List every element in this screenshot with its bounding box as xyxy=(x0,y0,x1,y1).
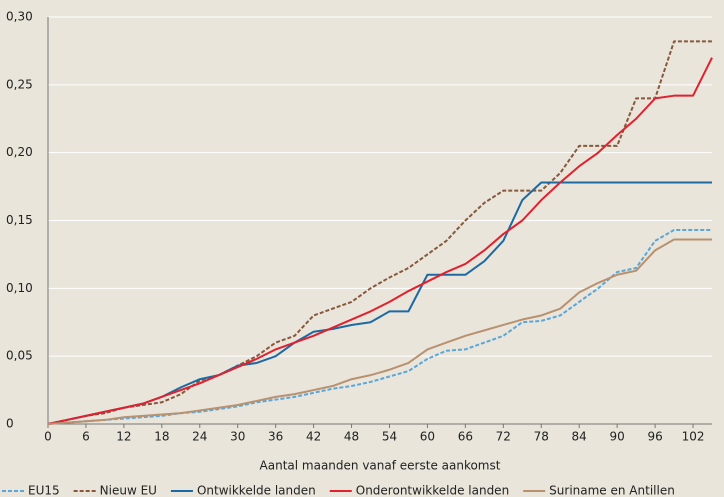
x-tick-label: 78 xyxy=(534,430,549,444)
series-line xyxy=(48,58,712,424)
x-tick-label: 60 xyxy=(420,430,435,444)
x-tick-label: 84 xyxy=(572,430,587,444)
x-tick-label: 66 xyxy=(458,430,473,444)
x-tick-label: 6 xyxy=(82,430,90,444)
legend-label: Ontwikkelde landen xyxy=(197,484,316,497)
y-tick-label: 0,15 xyxy=(6,213,33,227)
legend-label: EU15 xyxy=(28,484,60,497)
y-tick-label: 0,30 xyxy=(6,10,33,24)
legend-label: Suriname en Antillen xyxy=(549,484,675,497)
y-tick-label: 0,25 xyxy=(6,77,33,91)
y-tick-label: 0,20 xyxy=(6,145,33,159)
x-axis-label: Aantal maanden vanaf eerste aankomst xyxy=(260,459,501,473)
series-line xyxy=(48,239,712,424)
series-line xyxy=(48,183,712,424)
page: {"chart_data": {"type": "line", "x_label… xyxy=(0,0,724,497)
x-tick-label: 96 xyxy=(647,430,662,444)
series-line xyxy=(48,41,712,424)
x-tick-label: 90 xyxy=(610,430,625,444)
x-tick-label: 42 xyxy=(306,430,321,444)
x-tick-label: 72 xyxy=(496,430,511,444)
x-tick-label: 12 xyxy=(116,430,131,444)
x-tick-label: 24 xyxy=(192,430,207,444)
x-tick-label: 36 xyxy=(268,430,283,444)
legend-label: Onderontwikkelde landen xyxy=(356,484,509,497)
x-tick-label: 48 xyxy=(344,430,359,444)
y-tick-label: 0,10 xyxy=(6,281,33,295)
y-tick-label: 0 xyxy=(6,417,14,431)
legend-label: Nieuw EU xyxy=(100,484,157,497)
x-tick-label: 30 xyxy=(230,430,245,444)
series-line xyxy=(48,230,712,424)
x-tick-label: 0 xyxy=(44,430,52,444)
x-tick-label: 18 xyxy=(154,430,169,444)
chart: Aantal maanden vanaf eerste aankomst 0 0,… xyxy=(0,0,724,497)
x-tick-label: 102 xyxy=(682,430,705,444)
y-tick-label: 0,05 xyxy=(6,349,33,363)
x-tick-label: 54 xyxy=(382,430,397,444)
